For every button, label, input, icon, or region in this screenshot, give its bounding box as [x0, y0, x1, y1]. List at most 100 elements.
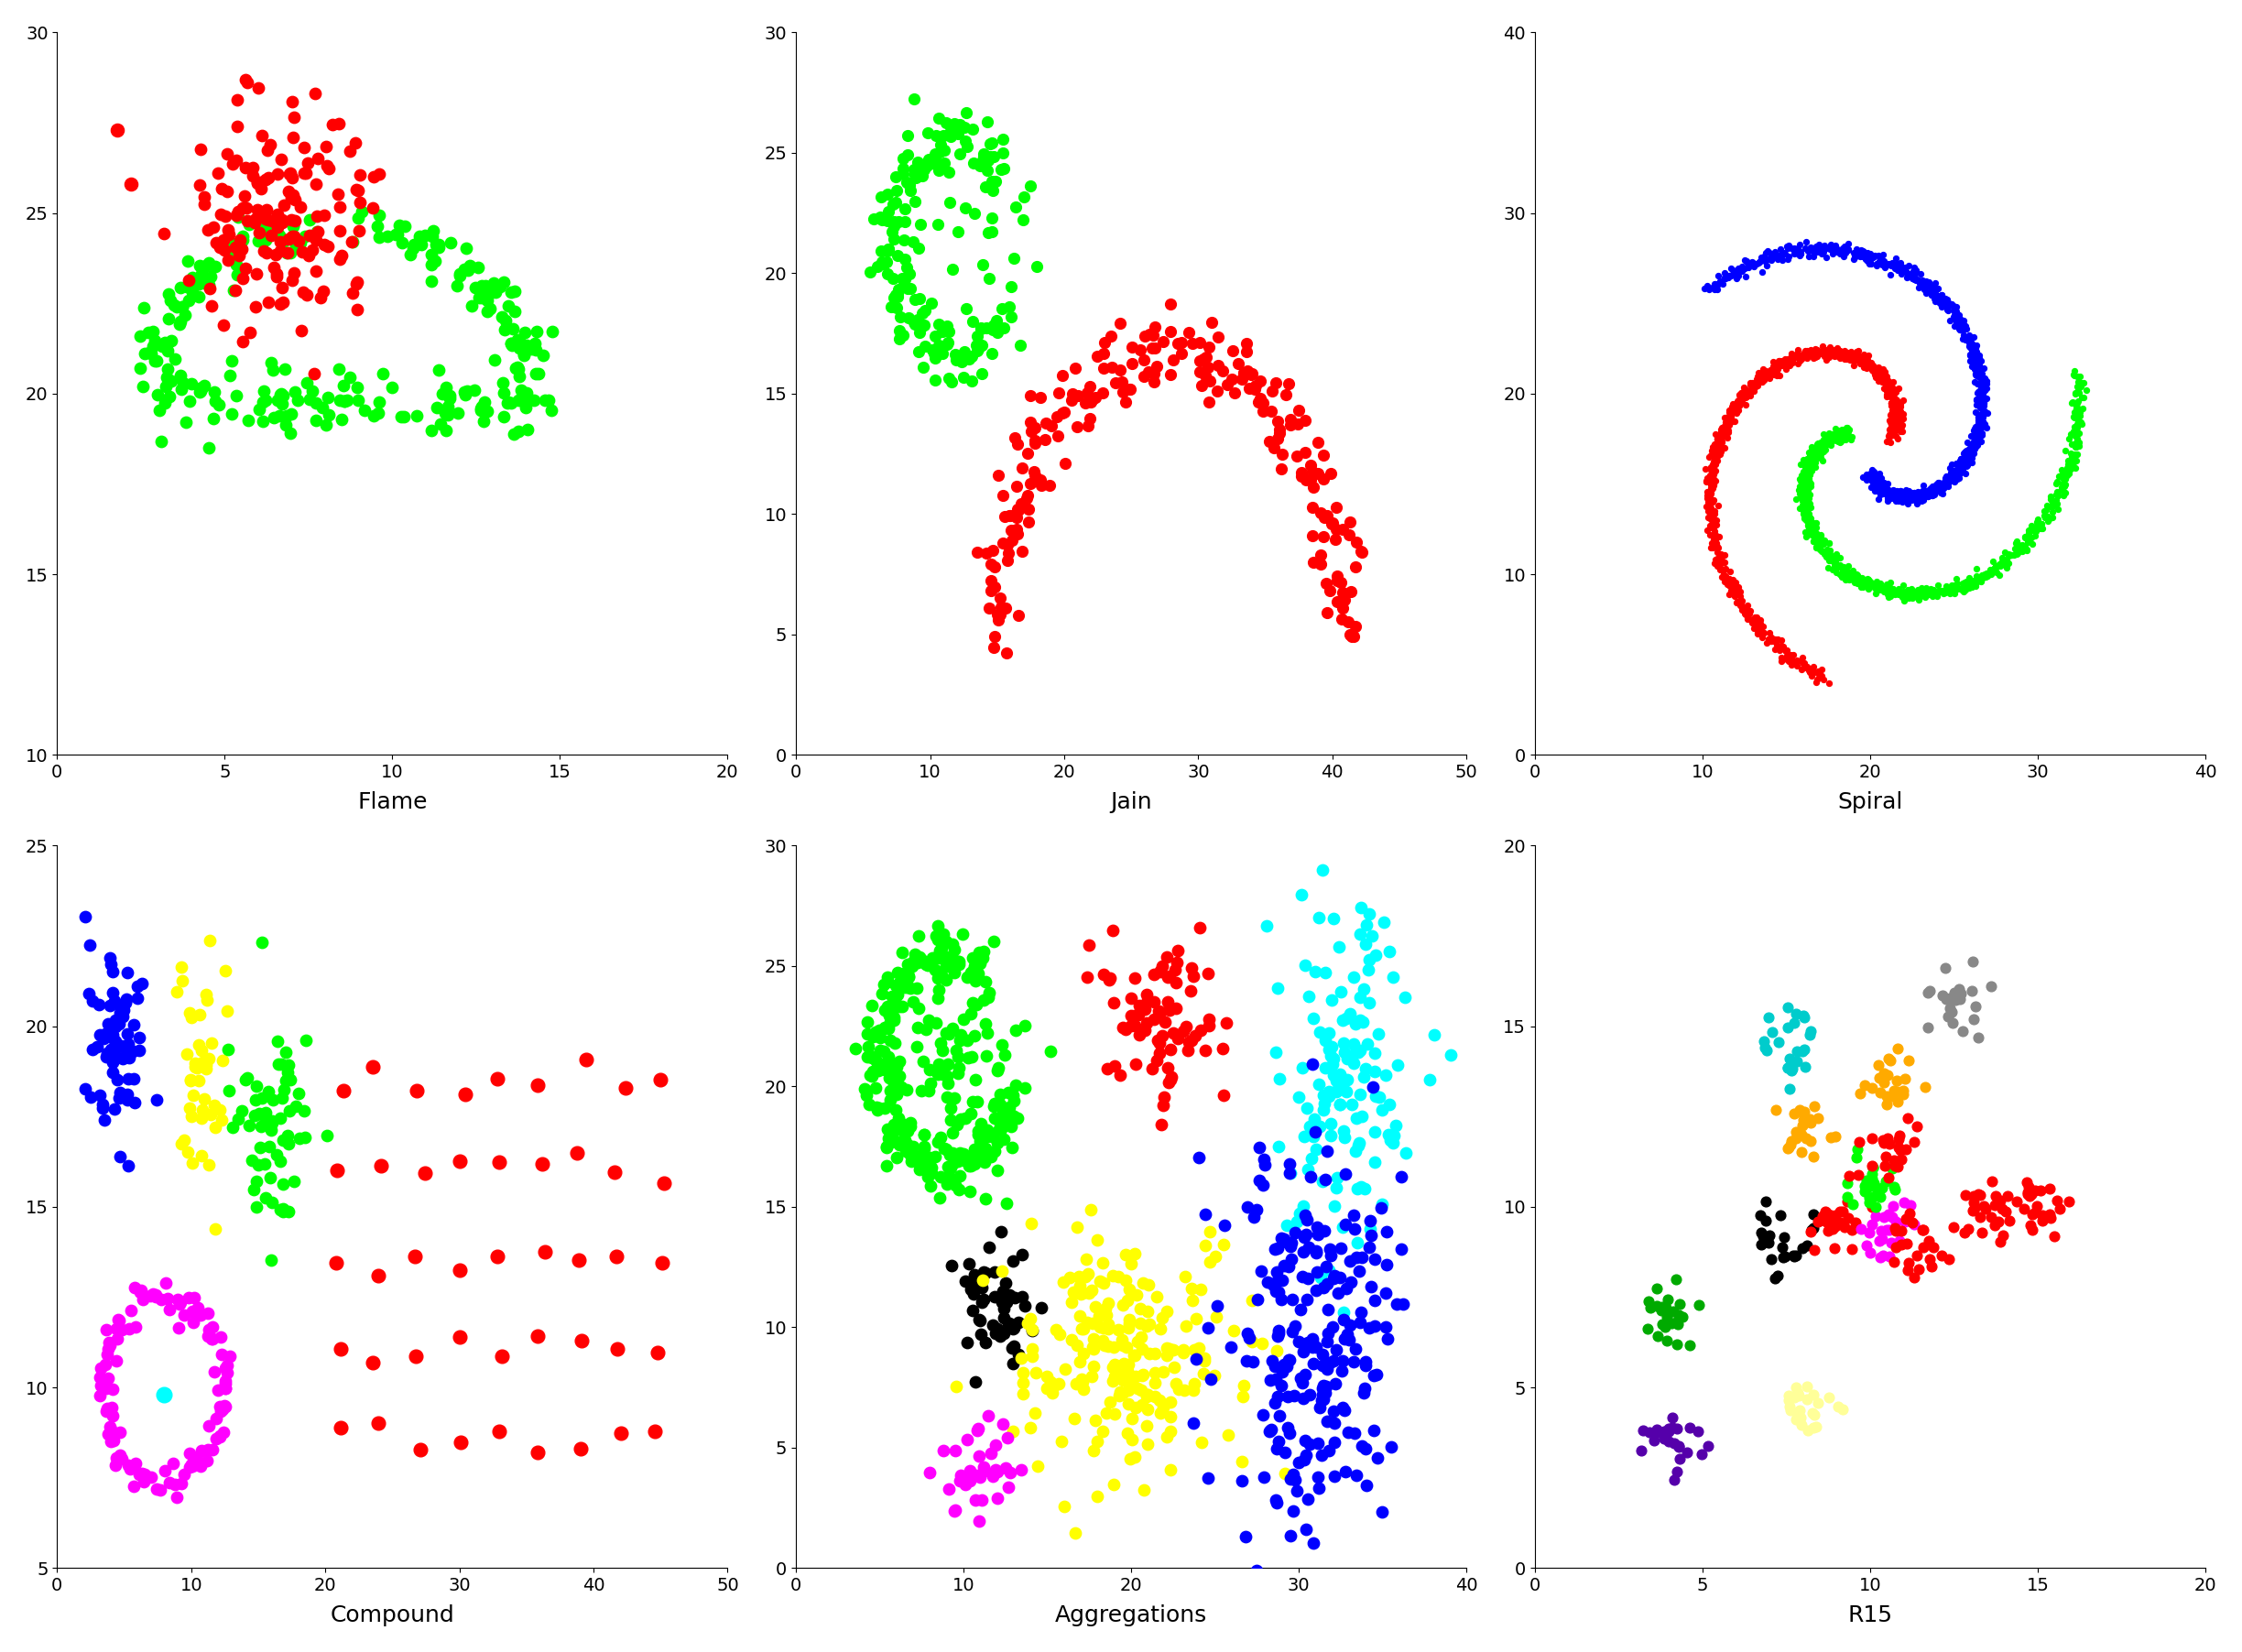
Point: [1821, 553, 1856, 580]
Point: [500, 354, 536, 380]
Point: [1957, 347, 1993, 373]
Point: [1300, 1221, 1336, 1247]
Point: [1937, 986, 1973, 1013]
Point: [1847, 344, 1883, 370]
Point: [1883, 1137, 1919, 1163]
Point: [1747, 248, 1782, 274]
Point: [1838, 562, 1874, 588]
Point: [1173, 1028, 1208, 1054]
Point: [184, 375, 220, 401]
Point: [1962, 401, 1998, 428]
Point: [1693, 479, 1729, 506]
Point: [1755, 360, 1791, 387]
Point: [1177, 1023, 1213, 1049]
Point: [1944, 1018, 1980, 1044]
Point: [1821, 426, 1856, 453]
Point: [1903, 268, 1939, 294]
Point: [1749, 360, 1785, 387]
Point: [1762, 347, 1798, 373]
Point: [1276, 1498, 1312, 1525]
Point: [1910, 1014, 1946, 1041]
Point: [1148, 1009, 1184, 1036]
Point: [1182, 915, 1217, 942]
Point: [877, 213, 912, 240]
Point: [1013, 418, 1049, 444]
Point: [910, 1077, 946, 1104]
Point: [2011, 517, 2047, 544]
Point: [1962, 411, 1998, 438]
Point: [951, 1044, 986, 1070]
Point: [1872, 373, 1908, 400]
Point: [271, 160, 307, 187]
Point: [2063, 363, 2099, 390]
Point: [518, 337, 554, 363]
Point: [1025, 1295, 1060, 1322]
Point: [518, 319, 554, 345]
Point: [1695, 434, 1731, 461]
Point: [298, 81, 334, 107]
Point: [906, 1135, 942, 1161]
Point: [953, 1100, 989, 1127]
Point: [1787, 494, 1823, 520]
Point: [161, 1289, 197, 1315]
Point: [274, 400, 309, 426]
Point: [1964, 562, 2000, 588]
Point: [1968, 375, 2004, 401]
Point: [1780, 350, 1816, 377]
Point: [1881, 403, 1917, 430]
Point: [1859, 357, 1894, 383]
Point: [269, 240, 305, 266]
Point: [1861, 469, 1897, 496]
Point: [1298, 1277, 1334, 1303]
Point: [1868, 1151, 1903, 1178]
Point: [1890, 482, 1926, 509]
Point: [500, 387, 536, 413]
Point: [1800, 441, 1836, 468]
Point: [1105, 1332, 1141, 1358]
Point: [249, 205, 285, 231]
Point: [1926, 469, 1962, 496]
Point: [1879, 400, 1915, 426]
Point: [1805, 430, 1841, 456]
Point: [1917, 474, 1953, 501]
Point: [1702, 423, 1738, 449]
Point: [1785, 1037, 1821, 1064]
Point: [1836, 560, 1872, 586]
Point: [148, 363, 184, 390]
Point: [471, 281, 507, 307]
Point: [1962, 360, 1998, 387]
Point: [890, 304, 926, 330]
Point: [1951, 443, 1986, 469]
Point: [2036, 491, 2072, 517]
Point: [1708, 563, 1744, 590]
Point: [2054, 431, 2090, 458]
Point: [1096, 1363, 1132, 1389]
Point: [1968, 562, 2004, 588]
Point: [1951, 444, 1986, 471]
Point: [1751, 626, 1787, 653]
Point: [1744, 624, 1780, 651]
Point: [886, 1118, 921, 1145]
Point: [852, 1090, 888, 1117]
Point: [1809, 342, 1845, 368]
Point: [274, 206, 309, 233]
Point: [1924, 578, 1960, 605]
Point: [1964, 398, 2000, 425]
Point: [1264, 1267, 1300, 1294]
Point: [1332, 522, 1368, 548]
Point: [1316, 1062, 1352, 1089]
Point: [1847, 349, 1883, 375]
Point: [1805, 438, 1841, 464]
Point: [995, 1087, 1031, 1113]
Point: [1861, 577, 1897, 603]
Point: [957, 1262, 993, 1289]
Point: [1955, 1189, 1991, 1216]
Point: [953, 1001, 989, 1028]
Point: [1944, 980, 1980, 1006]
Point: [1818, 1123, 1854, 1150]
Point: [966, 1454, 1002, 1480]
Point: [2045, 482, 2081, 509]
Point: [921, 1163, 957, 1189]
Point: [1307, 570, 1343, 596]
Point: [1829, 415, 1865, 441]
